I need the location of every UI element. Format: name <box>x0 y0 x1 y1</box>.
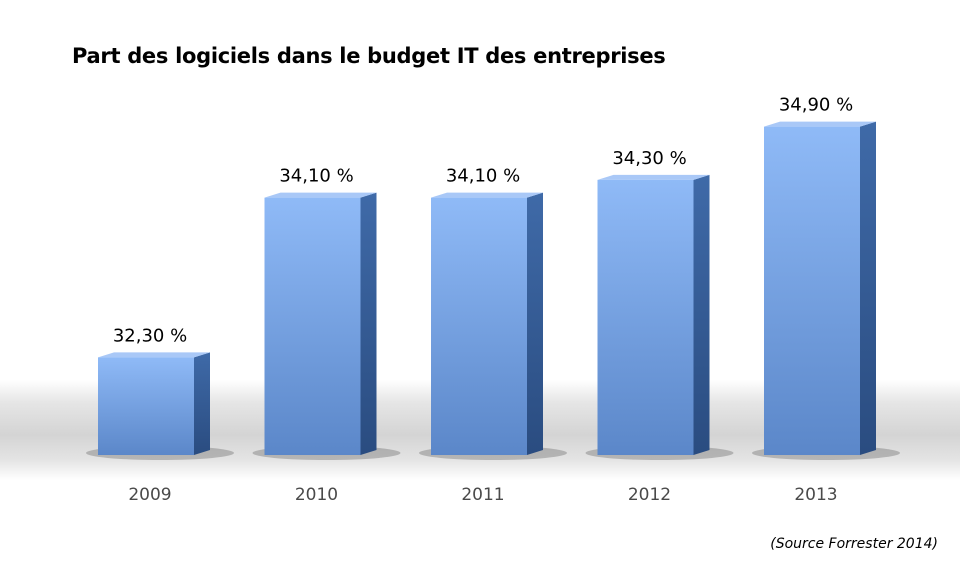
bar-top <box>764 121 876 127</box>
data-label: 34,10 % <box>279 166 353 187</box>
bar-top <box>98 352 210 358</box>
bar-top <box>431 192 543 198</box>
bars-group <box>86 121 900 460</box>
x-tick-label: 2009 <box>128 485 171 505</box>
bar-2012 <box>597 179 694 455</box>
bar-2009 <box>98 357 194 455</box>
chart-title: Part des logiciels dans le budget IT des… <box>72 44 666 68</box>
bar-side <box>527 192 543 455</box>
bar-side <box>860 121 876 455</box>
bar-2013 <box>764 126 860 455</box>
data-label: 34,30 % <box>612 148 686 169</box>
bar-top <box>597 174 710 180</box>
x-tick-label: 2011 <box>461 485 504 505</box>
data-labels: 32,30 % 34,10 % 34,10 % 34,30 % 34,90 % <box>113 95 853 347</box>
bar-top <box>264 192 377 198</box>
bar-2011 <box>431 197 527 455</box>
data-label: 34,10 % <box>446 166 520 187</box>
bar-side <box>693 174 710 455</box>
x-tick-label: 2013 <box>794 485 837 505</box>
bar-side <box>194 352 210 455</box>
bar-2010 <box>264 197 361 455</box>
data-label: 34,90 % <box>779 95 853 116</box>
x-tick-label: 2010 <box>295 485 338 505</box>
x-axis-tick-labels: 2009 2010 2011 2012 2013 <box>128 485 837 505</box>
source-note: (Source Forrester 2014) <box>770 536 938 552</box>
data-label: 32,30 % <box>113 325 187 346</box>
bar-side <box>360 192 377 455</box>
x-tick-label: 2012 <box>628 485 671 505</box>
